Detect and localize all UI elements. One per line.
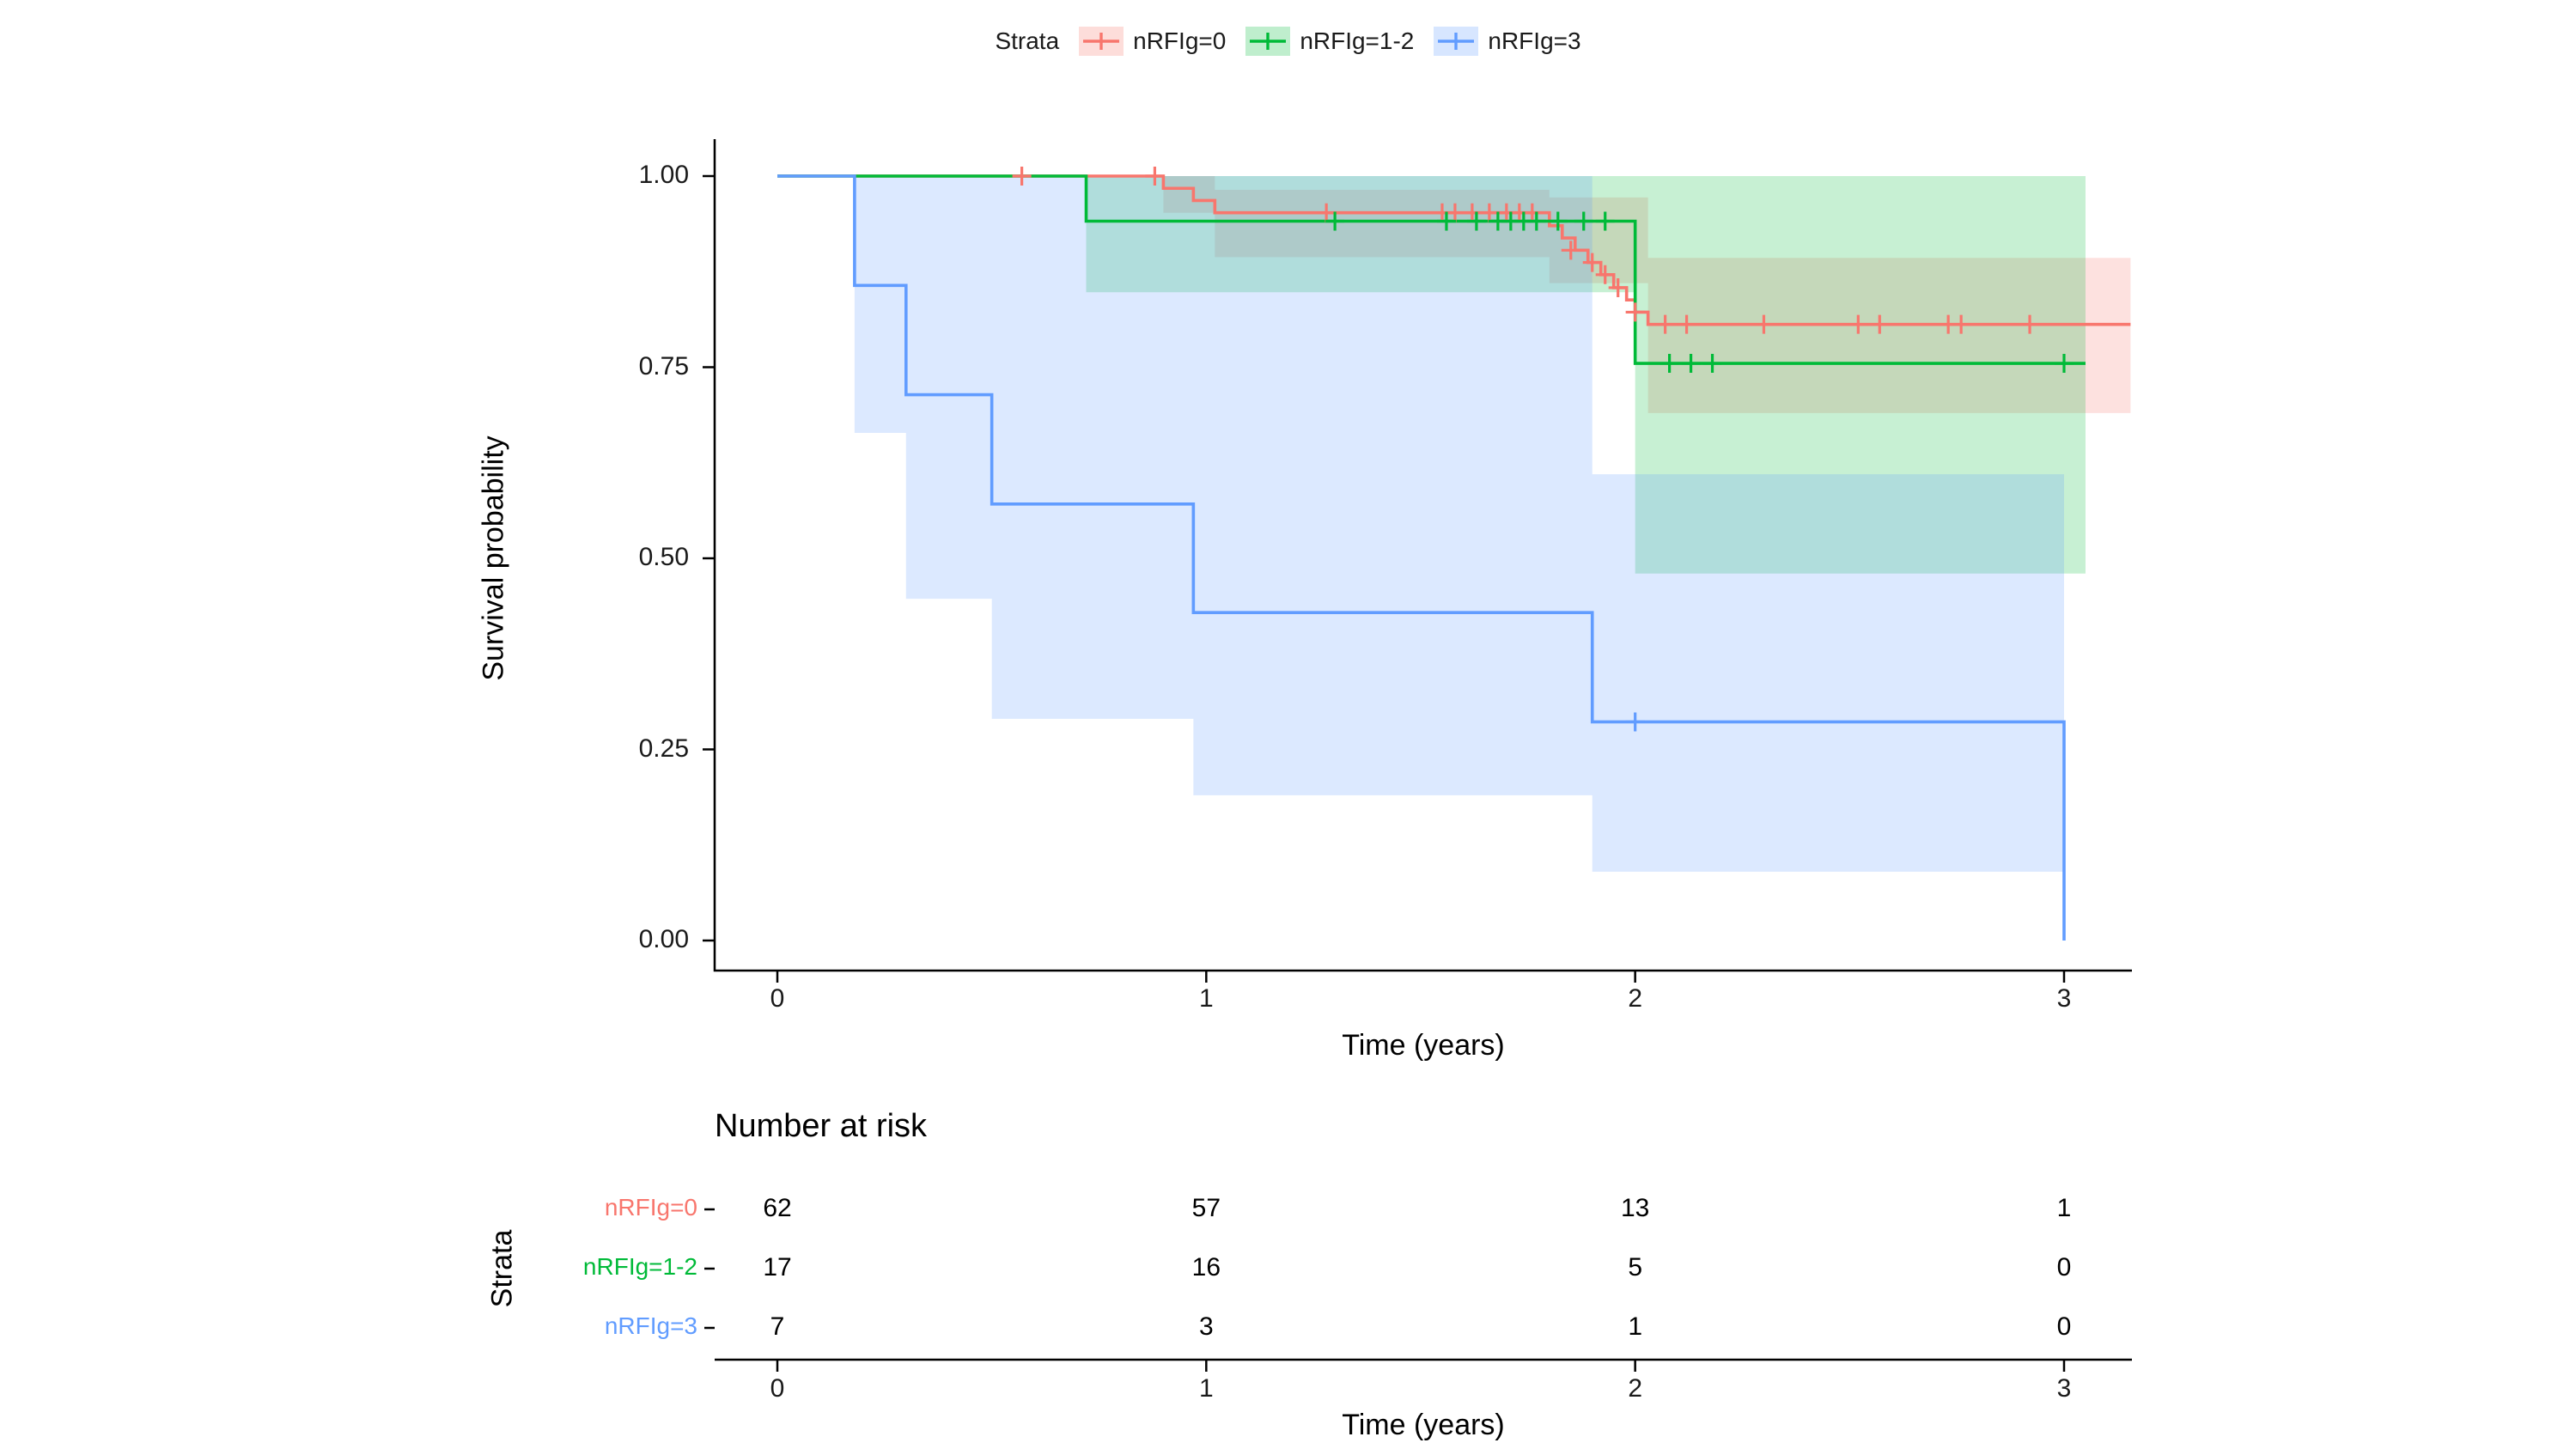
censor-mark-nRFIg=0: [1870, 314, 1890, 334]
censor-mark-nRFIg=0: [1462, 203, 1482, 222]
x-tick-label: 3: [2056, 984, 2072, 1013]
risk-x-tick-label: 0: [770, 1374, 785, 1403]
x-axis-title: Time (years): [1342, 1029, 1505, 1062]
risk-count: 0: [2056, 1312, 2072, 1341]
risk-count: 5: [1628, 1253, 1642, 1282]
censor-mark-nRFIg=1-2: [1526, 211, 1546, 231]
y-tick-label: 0.50: [638, 543, 689, 571]
censor-mark-nRFIg=1-2: [1681, 354, 1701, 374]
risk-x-tick-label: 2: [1628, 1374, 1642, 1403]
y-axis-title: Survival probability: [477, 435, 510, 681]
risk-count: 1: [2056, 1194, 2072, 1222]
censor-mark-nRFIg=0: [1012, 167, 1032, 186]
x-tick-label: 1: [1198, 984, 1214, 1013]
y-tick-label: 0.25: [638, 734, 689, 763]
plot-panel: [777, 167, 2131, 941]
censor-mark-nRFIg=0: [2020, 314, 2040, 334]
censor-mark-nRFIg=1-2: [2055, 354, 2074, 374]
x-tick-label: 0: [770, 984, 785, 1013]
plot-axes: [713, 139, 2132, 972]
risk-row-label-nRFIg=3: nRFIg=3: [604, 1312, 697, 1339]
censor-mark-nRFIg=0: [1561, 240, 1580, 260]
risk-count: 7: [770, 1312, 785, 1341]
risk-count: 13: [1620, 1194, 1650, 1222]
censor-mark-nRFIg=1-2: [1574, 211, 1593, 231]
censor-mark-nRFIg=0: [1608, 277, 1628, 297]
censor-mark-nRFIg=1-2: [1325, 211, 1345, 231]
censor-mark-nRFIg=0: [1479, 203, 1499, 222]
risk-count: 62: [763, 1194, 792, 1222]
censor-mark-nRFIg=0: [1582, 253, 1602, 272]
censor-mark-nRFIg=0: [1522, 203, 1542, 222]
legend: Strata nRFIg=0 nRFIg=1-2 nRFIg=3: [0, 26, 2576, 57]
censor-mark-nRFIg=3: [1625, 712, 1645, 732]
legend-item-label: nRFIg=3: [1488, 27, 1581, 54]
risk-count: 1: [1628, 1312, 1642, 1341]
x-tick-label: 2: [1628, 984, 1642, 1013]
censor-mark-nRFIg=1-2: [1659, 354, 1679, 374]
censor-mark-nRFIg=0: [1848, 314, 1868, 334]
ci-band-nRFIg=1-2: [777, 176, 2086, 574]
risk-count: 57: [1191, 1194, 1221, 1222]
censor-mark-nRFIg=0: [1655, 314, 1675, 334]
risk-row-label-nRFIg=0: nRFIg=0: [604, 1194, 697, 1221]
legend-item-nRFIg=3[interactable]: nRFIg=3: [1433, 26, 1581, 57]
y-tick-label: 0.00: [638, 925, 689, 953]
censor-mark-nRFIg=1-2: [1436, 211, 1456, 231]
risk-x-tick-label: 1: [1198, 1374, 1214, 1403]
risk-row-label-nRFIg=1-2: nRFIg=1-2: [582, 1253, 697, 1280]
censor-mark-nRFIg=1-2: [1548, 211, 1568, 231]
risk-count: 17: [763, 1253, 792, 1282]
ci-band-nRFIg=0: [777, 176, 2131, 413]
legend-key-icon: [1434, 27, 1479, 56]
legend-item-nRFIg=1-2[interactable]: nRFIg=1-2: [1245, 26, 1414, 57]
risk-count: 0: [2056, 1253, 2072, 1282]
censor-mark-nRFIg=1-2: [1595, 211, 1615, 231]
risk-count: 3: [1198, 1312, 1214, 1341]
legend-item-label: nRFIg=1-2: [1300, 27, 1415, 54]
censor-mark-nRFIg=0: [1445, 203, 1465, 222]
risk-x-axis-title: Time (years): [1342, 1409, 1505, 1441]
ci-band-nRFIg=3: [777, 176, 2064, 872]
legend-item-nRFIg=0[interactable]: nRFIg=0: [1078, 26, 1226, 57]
survival-curve-nRFIg=3: [777, 174, 2066, 941]
legend-items: nRFIg=0 nRFIg=1-2 nRFIg=3: [1078, 26, 1581, 57]
censor-mark-nRFIg=0: [1595, 265, 1615, 284]
censor-mark-nRFIg=0: [1145, 167, 1165, 186]
legend-title: Strata: [995, 27, 1060, 54]
censor-mark-nRFIg=0: [1677, 314, 1696, 334]
y-tick-label: 0.75: [638, 351, 689, 381]
risk-table-title: Number at risk: [715, 1108, 928, 1144]
y-tick-label: 1.00: [638, 161, 689, 189]
risk-count: 16: [1191, 1253, 1221, 1282]
risk-x-tick-label: 3: [2056, 1374, 2072, 1403]
censor-mark-nRFIg=0: [1754, 314, 1774, 334]
censor-mark-nRFIg=1-2: [1702, 354, 1722, 374]
censor-mark-nRFIg=0: [1952, 314, 1971, 334]
censor-mark-nRFIg=0: [1317, 203, 1337, 222]
censor-mark-nRFIg=1-2: [1466, 211, 1486, 231]
censor-mark-nRFIg=0: [1625, 302, 1645, 322]
legend-key-icon: [1245, 27, 1291, 56]
legend-item-label: nRFIg=0: [1133, 27, 1227, 54]
legend-key-icon: [1079, 27, 1124, 56]
